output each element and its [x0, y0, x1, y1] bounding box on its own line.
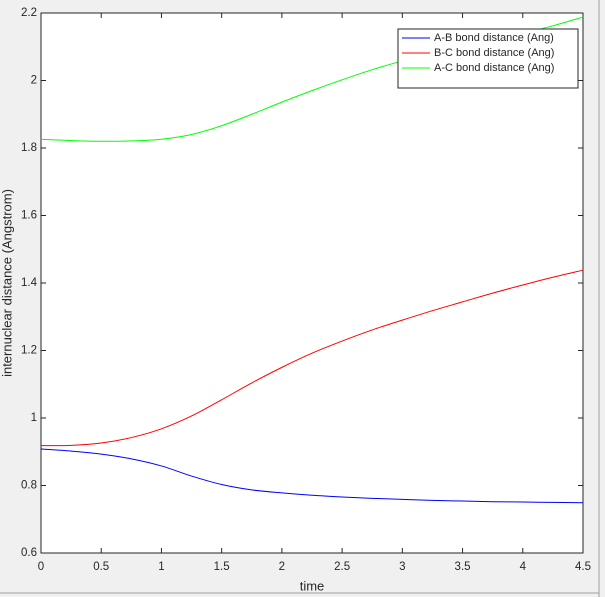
y-axis-label: internuclear distance (Angstrom) — [0, 189, 14, 377]
x-tick-label: 0.5 — [93, 561, 109, 573]
y-tick-label: 2.2 — [21, 7, 37, 19]
legend-label: A-C bond distance (Ang) — [434, 62, 554, 74]
plot-area — [41, 13, 583, 553]
x-axis-label: time — [300, 578, 325, 593]
y-tick-label: 0.6 — [21, 547, 37, 559]
axes-box — [40, 12, 584, 554]
x-tick-label: 2.5 — [334, 561, 350, 573]
x-tick-label: 3.5 — [455, 561, 471, 573]
y-tick-label: 1 — [31, 412, 37, 424]
y-tick-label: 1.6 — [21, 210, 37, 222]
y-tick-label: 1.4 — [21, 277, 38, 289]
y-tick-label: 0.8 — [21, 480, 37, 492]
x-tick-label: 4.5 — [575, 561, 591, 573]
y-tick-label: 1.8 — [21, 142, 37, 154]
series-line — [40, 269, 584, 447]
y-tick-label: 2 — [31, 75, 37, 87]
x-tick-label: 3 — [399, 561, 405, 573]
legend-label: B-C bond distance (Ang) — [434, 47, 554, 59]
x-tick-label: 0 — [38, 561, 44, 573]
x-tick-label: 2 — [279, 561, 285, 573]
x-tick-label: 4 — [520, 561, 527, 573]
legend-box — [397, 28, 579, 89]
legend-label: A-B bond distance (Ang) — [434, 32, 554, 44]
x-tick-label: 1.5 — [214, 561, 230, 573]
series-line — [40, 448, 584, 504]
y-tick-label: 1.2 — [21, 345, 37, 357]
x-tick-label: 1 — [158, 561, 164, 573]
